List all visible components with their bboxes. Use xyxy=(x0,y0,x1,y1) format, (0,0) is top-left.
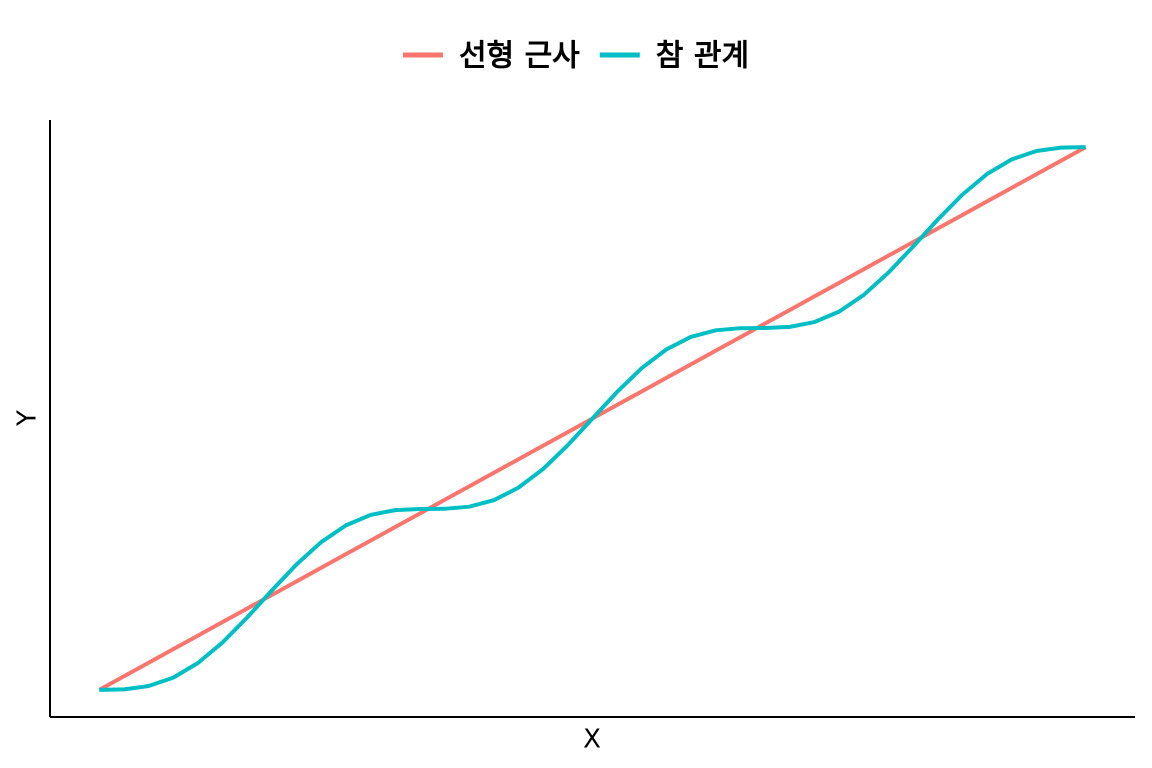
x-axis-title: X xyxy=(583,725,601,755)
legend-label: 참 관계 xyxy=(656,39,749,74)
legend: 선형 근사 참 관계 xyxy=(402,39,749,74)
legend-label: 선형 근사 xyxy=(459,39,580,74)
y-axis-title: Y xyxy=(13,410,43,427)
data-line xyxy=(99,145,1086,692)
